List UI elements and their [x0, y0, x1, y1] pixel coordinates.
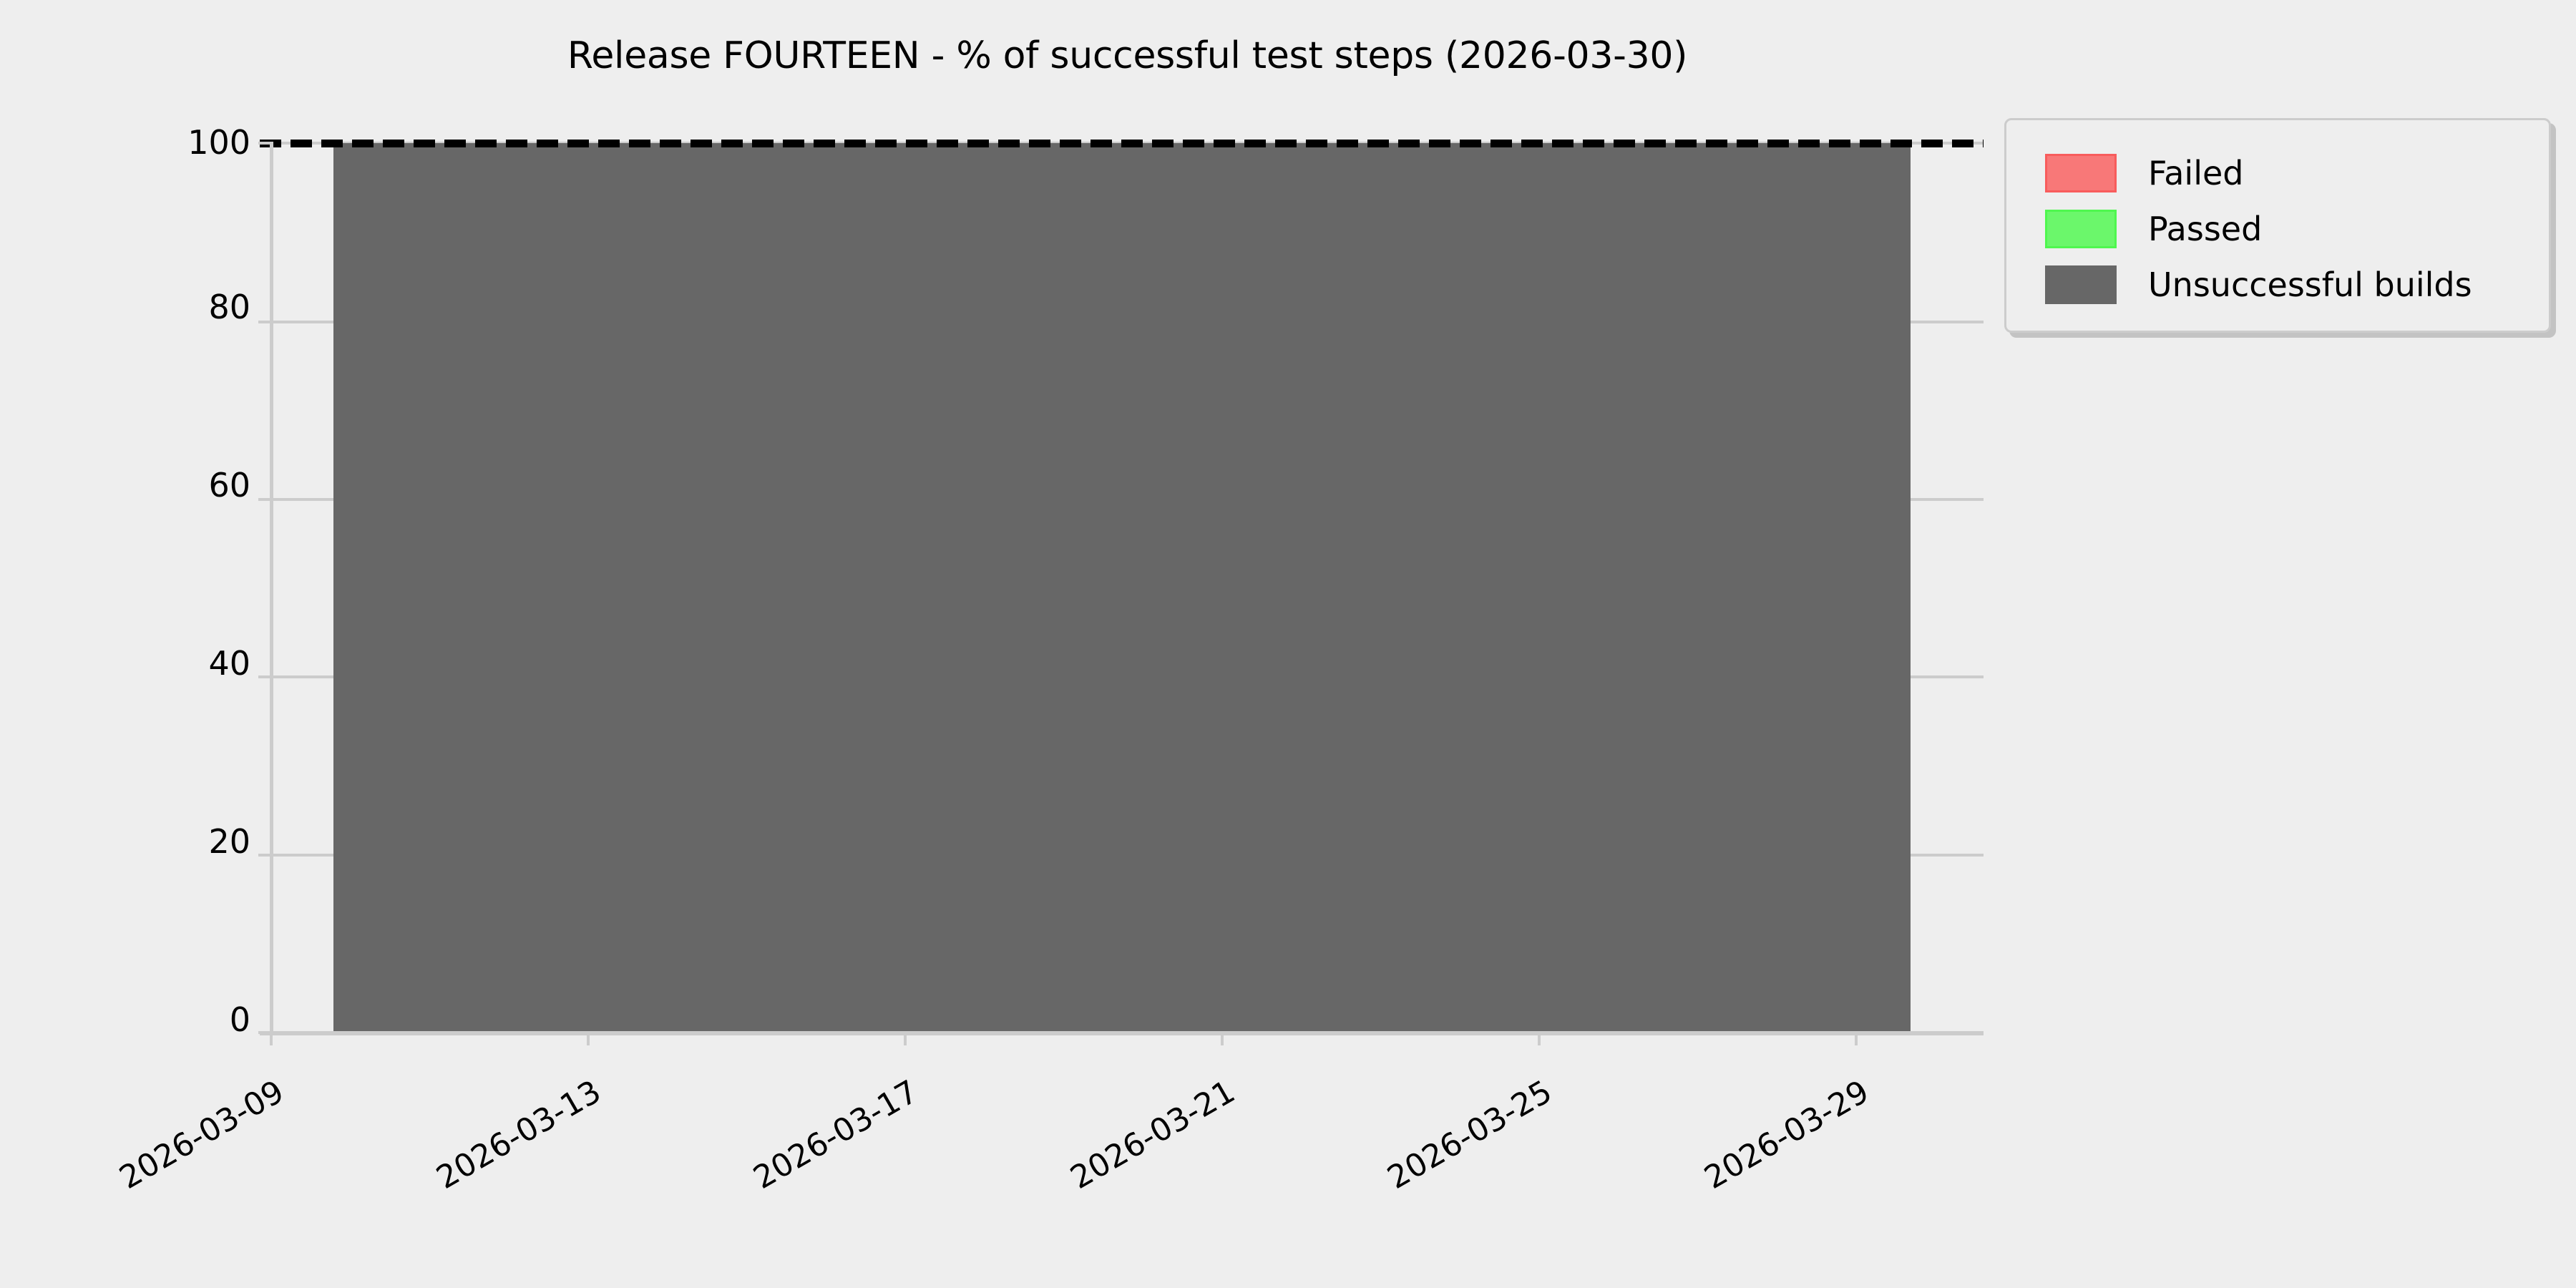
y-tick-label-80: 80 — [208, 288, 250, 326]
x-tick-label-2026-03-21: 2026-03-21 — [1064, 1073, 1241, 1197]
legend-label-failed: Failed — [2148, 154, 2244, 192]
y-tick-label-20: 20 — [208, 822, 250, 861]
legend-swatch-passed-icon — [2045, 210, 2117, 248]
y-tick-label-60: 60 — [208, 466, 250, 504]
x-tick-mark-2026-03-17 — [904, 1033, 907, 1045]
legend-label-passed: Passed — [2148, 210, 2263, 248]
y-axis-spine — [270, 142, 273, 1034]
x-tick-mark-2026-03-21 — [1221, 1033, 1224, 1045]
y-tick-label-40: 40 — [208, 644, 250, 683]
chart-title: Release FOURTEEN - % of successful test … — [567, 34, 1688, 77]
y-tick-mark-40 — [258, 675, 271, 678]
x-tick-label-2026-03-29: 2026-03-29 — [1698, 1073, 1875, 1197]
y-tick-label-0: 0 — [229, 1000, 250, 1039]
y-tick-mark-20 — [258, 854, 271, 857]
legend-swatch-unsuccessful-builds-icon — [2045, 265, 2117, 304]
x-tick-label-2026-03-17: 2026-03-17 — [747, 1073, 924, 1197]
y-tick-mark-100 — [258, 142, 271, 145]
x-tick-label-2026-03-13: 2026-03-13 — [430, 1073, 608, 1197]
x-axis-spine — [260, 1031, 1984, 1035]
x-tick-mark-2026-03-13 — [587, 1033, 590, 1045]
legend-label-unsuccessful-builds: Unsuccessful builds — [2148, 265, 2472, 304]
area-series-unsuccessful-builds — [333, 143, 1911, 1033]
legend-item-unsuccessful-builds[interactable]: Unsuccessful builds — [2045, 265, 2472, 305]
y-tick-label-100: 100 — [187, 123, 250, 162]
x-tick-mark-2026-03-25 — [1538, 1033, 1541, 1045]
reference-line-100-percent — [260, 140, 1984, 147]
y-tick-mark-60 — [258, 498, 271, 501]
x-tick-label-2026-03-25: 2026-03-25 — [1381, 1073, 1558, 1197]
y-tick-mark-0 — [258, 1031, 271, 1034]
chart-legend[interactable]: Failed Passed Unsuccessful builds — [2004, 118, 2551, 333]
x-tick-mark-2026-03-09 — [270, 1033, 273, 1045]
x-tick-mark-2026-03-29 — [1855, 1033, 1858, 1045]
legend-item-failed[interactable]: Failed — [2045, 153, 2244, 193]
legend-item-passed[interactable]: Passed — [2045, 209, 2262, 249]
y-tick-mark-80 — [258, 321, 271, 323]
legend-swatch-failed-icon — [2045, 154, 2117, 192]
x-tick-label-2026-03-09: 2026-03-09 — [113, 1073, 291, 1197]
plot-area — [258, 140, 1984, 1045]
